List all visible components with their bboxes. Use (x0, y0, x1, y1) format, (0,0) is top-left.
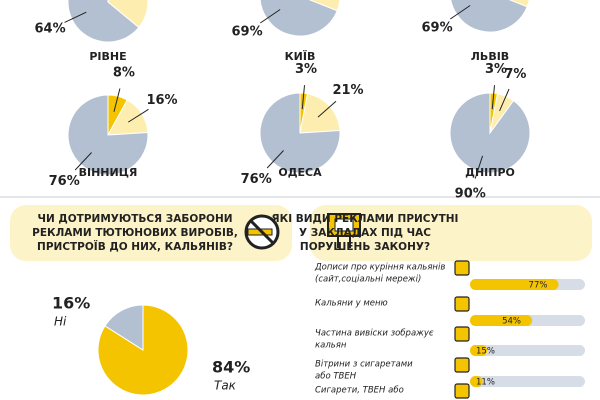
bar-label: або ТВЕН (315, 372, 357, 382)
question-box (310, 205, 592, 261)
pie-slice (299, 93, 341, 134)
question-title: ЧИ ДОТРИМУЮТЬСЯ ЗАБОРОНИ (37, 213, 232, 225)
bar-label: Кальяни у меню (315, 299, 388, 309)
leader-line (301, 85, 306, 110)
billboard-icon (327, 213, 361, 248)
bar-label: Сигарети, ТВЕН або (315, 386, 404, 396)
leader-line (499, 88, 510, 112)
icon (454, 383, 470, 399)
city-name: ДНІПРО (465, 166, 515, 179)
pie-label: 76% (241, 172, 272, 187)
pie-label: 69% (232, 24, 263, 39)
pie-label: 8% (113, 66, 135, 81)
bar-label: (сайт,соціальні мережі) (315, 275, 421, 285)
pie-label: 84% (212, 358, 250, 377)
bar-label: кальян (315, 341, 347, 351)
pie-slice (450, 0, 528, 33)
leader-line (260, 9, 281, 24)
leader-line (450, 5, 471, 20)
bar-value: 54% (502, 317, 521, 327)
city-name: ВІННИЦЯ (79, 166, 138, 179)
pie-label: 64% (35, 22, 66, 37)
pie-sublabel: Ні (54, 315, 67, 329)
leader-line (113, 88, 121, 112)
icon (454, 296, 470, 312)
pie-label: 76% (49, 174, 80, 189)
pie-slice (104, 304, 144, 351)
leader-line (317, 100, 337, 118)
bar-value: 11% (476, 378, 495, 388)
pie-slice (449, 92, 531, 174)
pie-label: 7% (504, 67, 526, 82)
question-box (10, 205, 292, 261)
bar (470, 376, 483, 387)
bar-label: Частина вивіски зображує (315, 329, 434, 339)
leader-line (64, 11, 87, 23)
question-title: ЯКІ ВИДИ РЕКЛАМИ ПРИСУТНІ (272, 213, 459, 225)
pie-label: 16% (146, 93, 177, 108)
bar-value: 77% (529, 281, 548, 291)
city-name: РІВНЕ (89, 50, 126, 63)
bar-track (470, 376, 585, 387)
bar-track (470, 345, 585, 356)
leader-line (266, 150, 284, 169)
pie-label: 90% (455, 186, 486, 201)
question-title: ПОРУШЕНЬ ЗАКОНУ? (300, 241, 430, 253)
bar (470, 345, 488, 356)
bar (470, 279, 559, 290)
icon (454, 357, 470, 373)
leader-line (74, 152, 92, 171)
pie-slice (107, 0, 149, 29)
leader-line (474, 155, 484, 179)
leader-line (127, 108, 149, 123)
leader-line (491, 85, 496, 110)
pie-sublabel: Так (214, 379, 237, 393)
city-name: ОДЕСА (278, 166, 322, 179)
icon (454, 326, 470, 342)
pie-label: 69% (422, 20, 453, 35)
question-title: ПРИСТРОЇВ ДО НИХ, КАЛЬЯНІВ? (37, 239, 233, 253)
pie-label: 3% (485, 62, 507, 77)
city-name: КИЇВ (285, 49, 316, 63)
question-title: У ЗАКЛАДАХ ПІД ЧАС (299, 227, 431, 239)
pie-label: 21% (332, 83, 363, 98)
icon (454, 260, 470, 276)
bar-label: Дописи про куріння кальянів (314, 263, 445, 273)
bar-label: Вітрини з сигаретами (315, 360, 413, 370)
no-smoking-icon (244, 214, 280, 250)
city-name: ЛЬВІВ (471, 50, 509, 63)
pie-label: 16% (52, 294, 90, 313)
bar-value: 15% (476, 347, 495, 357)
question-title: РЕКЛАМИ ТЮТЮНОВИХ ВИРОБІВ, (32, 227, 238, 239)
bar (470, 315, 533, 326)
pie-label: 3% (295, 62, 317, 77)
